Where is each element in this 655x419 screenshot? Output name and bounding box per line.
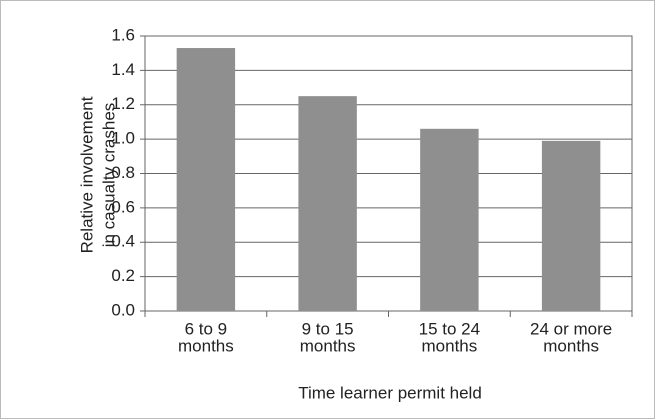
x-tick-label: months [300, 336, 356, 355]
y-axis-label-line: in casualty crashes [99, 103, 118, 248]
y-tick-label: 1.4 [111, 60, 135, 79]
x-tick-label: months [422, 336, 478, 355]
x-tick-label: 9 to 15 [302, 319, 354, 338]
x-tick-label: 24 or more [530, 319, 612, 338]
y-tick-label: 0.4 [111, 232, 135, 251]
y-tick-label: 1.2 [111, 94, 135, 113]
y-tick-label: 1.6 [111, 25, 135, 44]
y-axis-label-line: Relative involvement [77, 96, 96, 253]
y-axis-label: Relative involvement in casualty crashes [77, 96, 118, 253]
y-tick-label: 0.8 [111, 163, 135, 182]
x-tick-label: months [543, 336, 599, 355]
x-tick-label: months [178, 336, 234, 355]
y-tick-label: 1.0 [111, 129, 135, 148]
bar [298, 96, 357, 311]
y-tick-label: 0.6 [111, 197, 135, 216]
bar [420, 128, 479, 311]
bar [176, 48, 236, 311]
bar [541, 140, 601, 311]
x-tick-label: 6 to 9 [185, 319, 228, 338]
y-tick-label: 0.2 [111, 266, 135, 285]
x-axis-label: Time learner permit held [298, 383, 482, 402]
x-tick-label: 15 to 24 [419, 319, 480, 338]
y-tick-label: 0.0 [111, 300, 135, 319]
